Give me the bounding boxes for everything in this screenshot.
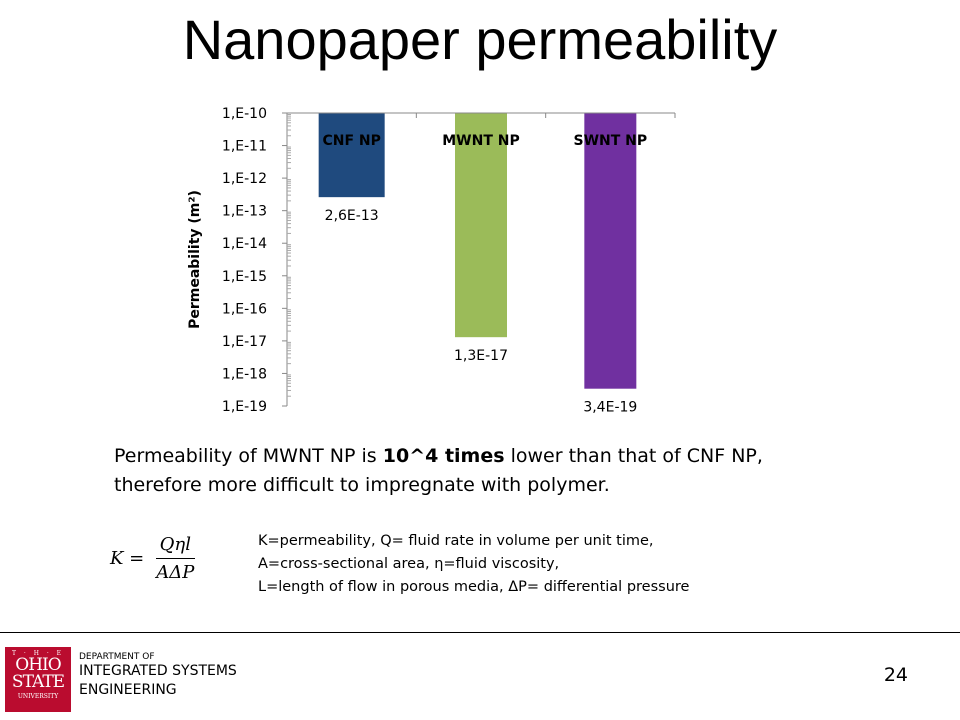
y-tick-label: 1,E-17 — [222, 334, 267, 350]
data-label: 2,6E-13 — [325, 208, 379, 224]
y-tick-label: 1,E-18 — [222, 366, 267, 382]
data-label: 3,4E-19 — [583, 400, 637, 416]
y-tick-label: 1,E-15 — [222, 269, 267, 285]
definition-line: K=permeability, Q= fluid rate in volume … — [258, 533, 654, 549]
osu-logo: T · H · E OHIO STATE UNIVERSITY — [5, 647, 71, 712]
permeability-formula: K = Qηl AΔP — [110, 534, 198, 583]
logo-ohio: OHIO — [15, 655, 61, 675]
category-label: CNF NP — [322, 133, 380, 149]
page-number: 24 — [883, 664, 908, 686]
logo-the: T · H · E — [11, 650, 65, 657]
slide-title: Nanopaper permeability — [182, 8, 778, 71]
y-tick-label: 1,E-16 — [222, 301, 267, 317]
paragraph-bold: 10^4 times — [382, 445, 505, 467]
y-tick-label: 1,E-10 — [222, 106, 267, 122]
y-tick-label: 1,E-12 — [222, 171, 267, 187]
department-name: DEPARTMENT OF INTEGRATED SYSTEMS ENGINEE… — [79, 652, 237, 700]
data-label: 1,3E-17 — [454, 348, 508, 364]
formula-lhs: K = — [110, 548, 145, 569]
category-label: SWNT NP — [574, 133, 648, 149]
bar-swnt-np — [584, 113, 637, 389]
y-tick-label: 1,E-19 — [222, 399, 267, 415]
y-tick-label: 1,E-14 — [222, 236, 267, 252]
formula-denominator: AΔP — [156, 562, 195, 583]
category-label: MWNT NP — [442, 133, 520, 149]
formula-fraction: Qηl AΔP — [152, 534, 198, 583]
dept-line2: ENGINEERING — [79, 682, 177, 698]
logo-state: STATE — [11, 672, 65, 692]
logo-university: UNIVERSITY — [17, 693, 59, 700]
y-tick-label: 1,E-11 — [222, 139, 267, 155]
formula-numerator: Qηl — [155, 534, 195, 559]
bar-mwnt-np — [455, 113, 507, 338]
variable-definitions: K=permeability, Q= fluid rate in volume … — [258, 530, 689, 599]
bar-cnf-np — [318, 113, 385, 198]
permeability-bar-chart: CNF NP 2,6E-13 MWNT NP 1,3E-17 SWNT NP 3,4E-1… — [187, 106, 676, 416]
paragraph-text-2: lower than that of CNF NP, therefore mor… — [114, 445, 763, 496]
dept-small: DEPARTMENT OF — [79, 652, 155, 662]
summary-paragraph: Permeability of MWNT NP is 10^4 times lo… — [114, 442, 834, 500]
dept-line1: INTEGRATED SYSTEMS — [79, 663, 237, 679]
paragraph-text: Permeability of MWNT NP is — [114, 445, 383, 467]
definition-line: L=length of flow in porous media, ΔP= di… — [258, 579, 690, 595]
definition-line: A=cross-sectional area, η=fluid viscosit… — [258, 556, 560, 572]
y-axis-title: Permeability (m²) — [187, 190, 203, 329]
footer-divider — [0, 632, 960, 633]
y-tick-label: 1,E-13 — [222, 204, 267, 220]
